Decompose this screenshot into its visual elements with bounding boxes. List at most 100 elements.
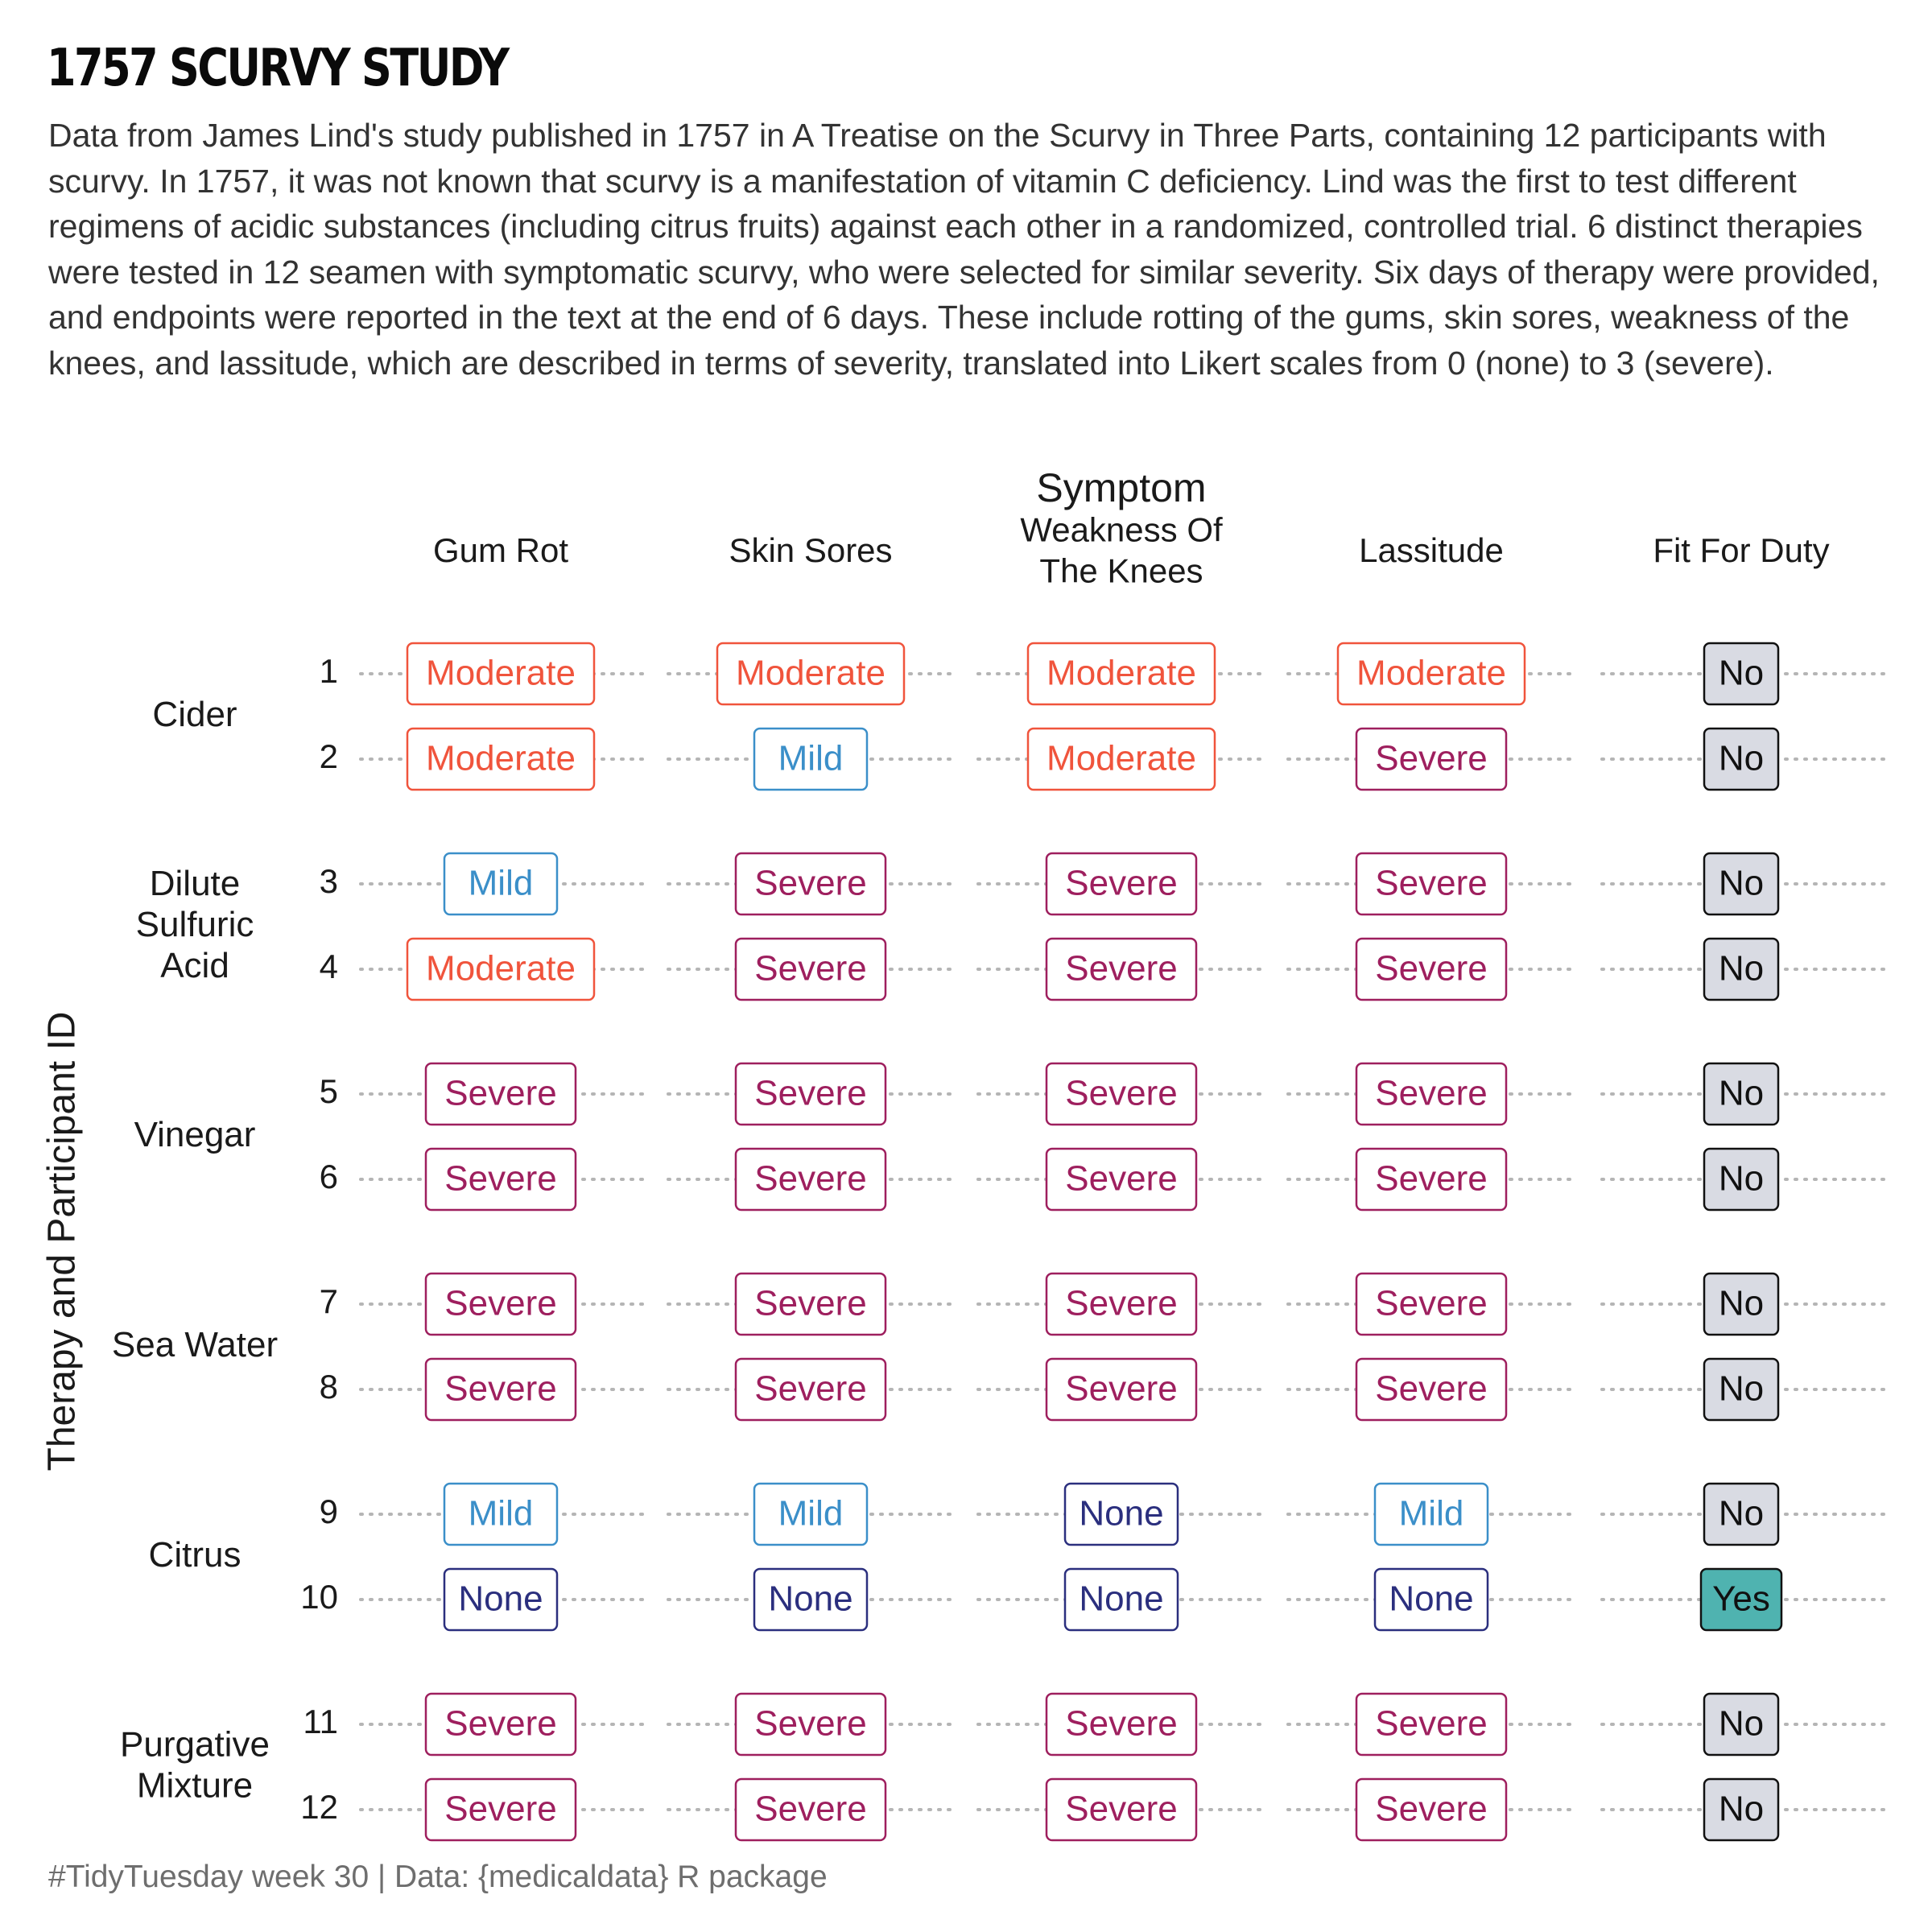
fit-for-duty-label: No	[1719, 654, 1764, 693]
severity-box	[1045, 1692, 1198, 1757]
chart-subtitle: Data from James Lind's study published i…	[48, 117, 1880, 382]
severity-label: Severe	[1375, 949, 1487, 989]
participant-id: 8	[320, 1368, 338, 1406]
severity-label: Severe	[1375, 864, 1487, 903]
severity-label: Moderate	[426, 949, 576, 989]
severity-box	[753, 1482, 869, 1546]
participant-id: 10	[300, 1578, 338, 1616]
participant-id: 1	[320, 652, 338, 690]
fit-for-duty-label: No	[1719, 949, 1764, 989]
severity-label: Severe	[1065, 1369, 1177, 1409]
fit-for-duty-box	[1703, 937, 1780, 1001]
fit-for-duty-box	[1699, 1567, 1783, 1632]
severity-box	[1063, 1482, 1179, 1546]
severity-box	[1045, 1147, 1198, 1212]
participant-id: 2	[320, 737, 338, 775]
severity-label: Mild	[1399, 1494, 1464, 1534]
severity-box	[443, 852, 559, 916]
fit-for-duty-box	[1703, 727, 1780, 791]
severity-box	[1373, 1567, 1489, 1632]
severity-label: Severe	[1065, 949, 1177, 989]
severity-box	[716, 642, 906, 706]
severity-label: Moderate	[426, 739, 576, 778]
severity-label: Severe	[444, 1790, 556, 1829]
therapy-label: Sea Water	[112, 1325, 278, 1364]
x-axis-title: Symptom	[1036, 465, 1206, 510]
severity-label: Moderate	[736, 654, 886, 693]
severity-box	[424, 1147, 577, 1212]
chart-caption: #TidyTuesday week 30 | Data: {medicaldat…	[48, 1860, 828, 1894]
severity-box	[734, 1777, 887, 1842]
severity-label: Severe	[1375, 1704, 1487, 1744]
severity-label: Moderate	[1356, 654, 1506, 693]
severity-label: Severe	[754, 1369, 866, 1409]
fit-for-duty-label: No	[1719, 1704, 1764, 1744]
severity-label: Mild	[469, 864, 534, 903]
severity-label: Severe	[444, 1704, 556, 1744]
severity-box	[1045, 937, 1198, 1001]
severity-label: Moderate	[1046, 739, 1196, 778]
severity-box	[1355, 727, 1508, 791]
fit-for-duty-box	[1703, 1272, 1780, 1336]
fit-for-duty-box	[1703, 1357, 1780, 1422]
fit-for-duty-box	[1703, 1692, 1780, 1757]
fit-for-duty-label: No	[1719, 1284, 1764, 1323]
severity-box	[734, 937, 887, 1001]
severity-box	[734, 852, 887, 916]
severity-label: Severe	[1375, 1074, 1487, 1113]
participant-id: 6	[320, 1158, 338, 1195]
therapy-label: Vinegar	[134, 1115, 256, 1154]
column-header: Fit For Duty	[1653, 531, 1829, 569]
column-header: Gum Rot	[433, 531, 568, 569]
fit-for-duty-label: Yes	[1712, 1579, 1770, 1619]
chart-title: 1757 SCURVY STUDY	[47, 39, 510, 98]
therapy-label: Dilute Sulfuric Acid	[136, 864, 254, 985]
therapy-label: Cider	[152, 695, 237, 734]
severity-box	[1045, 1777, 1198, 1842]
severity-box	[1355, 1147, 1508, 1212]
fit-for-duty-box	[1703, 1482, 1780, 1546]
column-header: Lassitude	[1359, 531, 1504, 569]
severity-box	[1355, 852, 1508, 916]
severity-label: Severe	[1065, 1074, 1177, 1113]
severity-label: Severe	[754, 1074, 866, 1113]
severity-label: Severe	[754, 949, 866, 989]
severity-label: Severe	[1065, 1284, 1177, 1323]
severity-label: Severe	[1375, 1369, 1487, 1409]
participant-id: 9	[320, 1492, 338, 1530]
severity-label: None	[1079, 1579, 1163, 1619]
fit-for-duty-label: No	[1719, 1494, 1764, 1534]
severity-label: Severe	[444, 1284, 556, 1323]
fit-for-duty-box	[1703, 852, 1780, 916]
severity-box	[753, 727, 869, 791]
fit-for-duty-label: No	[1719, 1369, 1764, 1409]
severity-box	[424, 1357, 577, 1422]
severity-label: Severe	[754, 864, 866, 903]
severity-label: Severe	[1065, 1704, 1177, 1744]
severity-box	[443, 1482, 559, 1546]
severity-box	[734, 1062, 887, 1126]
severity-label: Severe	[754, 1704, 866, 1744]
severity-box	[1355, 1777, 1508, 1842]
severity-label: Mild	[778, 739, 844, 778]
severity-box	[734, 1147, 887, 1212]
participant-id: 4	[320, 947, 338, 985]
severity-label: Severe	[1375, 739, 1487, 778]
severity-box	[1045, 852, 1198, 916]
column-header: Weakness Of The Knees	[1020, 511, 1223, 590]
therapy-label: Purgative Mixture	[120, 1724, 270, 1805]
severity-label: Moderate	[426, 654, 576, 693]
severity-box	[1045, 1357, 1198, 1422]
severity-box	[1045, 1272, 1198, 1336]
participant-id: 7	[320, 1282, 338, 1320]
severity-label: None	[768, 1579, 852, 1619]
severity-box	[443, 1567, 559, 1632]
participant-id: 11	[303, 1703, 338, 1740]
severity-box	[424, 1692, 577, 1757]
severity-label: Moderate	[1046, 654, 1196, 693]
severity-label: Severe	[754, 1284, 866, 1323]
column-header: Skin Sores	[729, 531, 892, 569]
fit-for-duty-label: No	[1719, 1790, 1764, 1829]
severity-box	[1026, 642, 1216, 706]
severity-label: Severe	[1375, 1159, 1487, 1199]
